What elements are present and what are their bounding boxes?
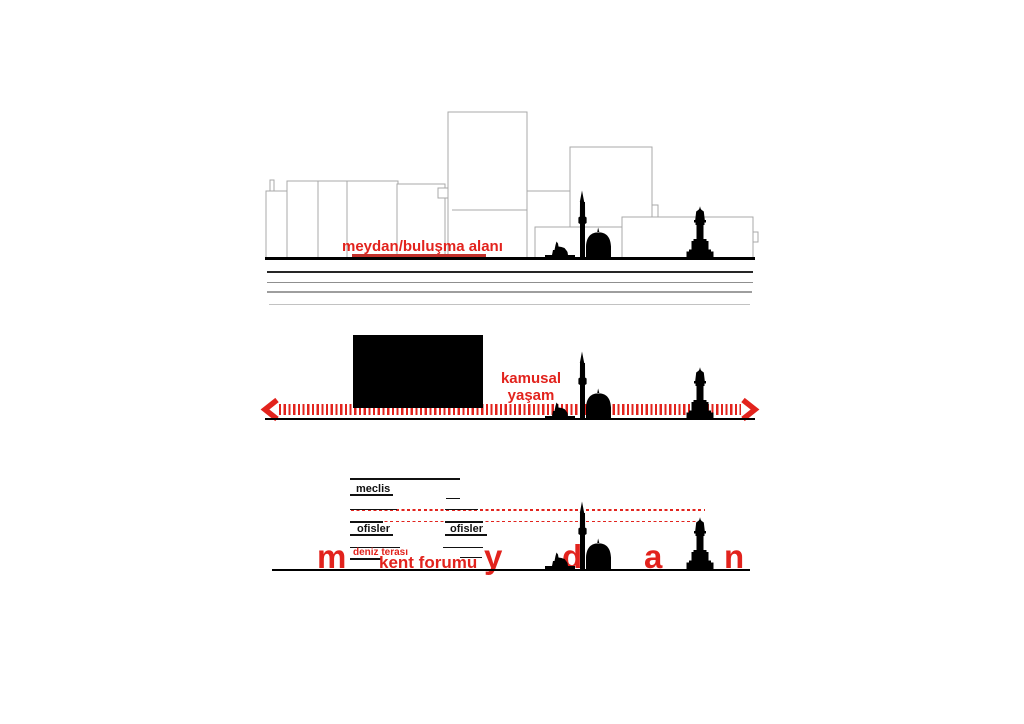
skyline-silhouette-middle bbox=[545, 351, 714, 420]
meydan-letter-a: a bbox=[644, 538, 663, 575]
floor-line bbox=[446, 497, 460, 500]
skyline-silhouette-top bbox=[545, 190, 714, 259]
ground-line-bottom bbox=[272, 568, 750, 572]
building-outline bbox=[752, 231, 759, 243]
floor-line bbox=[350, 557, 382, 560]
meydan-letter-n: n bbox=[724, 538, 745, 575]
floor-line bbox=[350, 534, 393, 537]
arrow-right-icon bbox=[741, 397, 760, 422]
floor-line bbox=[443, 546, 483, 549]
height-reference-dashed-line-2 bbox=[351, 520, 700, 523]
meydan-letter-m: m bbox=[317, 538, 347, 575]
street-line-4 bbox=[269, 303, 750, 306]
floor-line bbox=[350, 520, 383, 523]
ground-line-top bbox=[265, 257, 755, 260]
statue-silhouette bbox=[545, 241, 575, 259]
floor-line bbox=[445, 534, 487, 537]
street-line-2 bbox=[267, 281, 753, 284]
red-underline bbox=[352, 253, 486, 257]
building-outline bbox=[447, 111, 528, 260]
floor-line bbox=[445, 508, 478, 511]
floor-line bbox=[350, 478, 460, 481]
label-meclis: meclis bbox=[356, 482, 391, 495]
floor-line bbox=[350, 508, 397, 511]
building-outline bbox=[396, 183, 446, 260]
arrow-left-icon bbox=[260, 397, 279, 422]
street-line-3 bbox=[267, 290, 752, 293]
solid-building-block bbox=[353, 335, 483, 408]
floor-line bbox=[445, 520, 483, 523]
middle-label-line1: kamusal bbox=[500, 370, 562, 387]
label-ofisler-left: ofisler bbox=[357, 522, 391, 535]
label-kent-forumu: kent forumu bbox=[379, 553, 478, 572]
clock-tower-silhouette bbox=[686, 206, 714, 259]
floor-line bbox=[350, 546, 400, 549]
street-line-1 bbox=[267, 270, 753, 273]
skyline-silhouette-bottom bbox=[545, 501, 714, 570]
label-ofisler-right: ofisler bbox=[450, 522, 484, 535]
floor-line bbox=[460, 556, 482, 559]
middle-label-line2: yaşam bbox=[507, 386, 555, 404]
meydan-letter-y: y bbox=[484, 538, 503, 575]
middle-section-label: kamusal yaşam bbox=[491, 370, 571, 404]
building-outline bbox=[265, 190, 289, 260]
floor-line bbox=[350, 494, 393, 497]
building-outline bbox=[286, 180, 399, 260]
top-section-label: meydan/buluşma alanı bbox=[342, 238, 503, 255]
mosque-silhouette bbox=[578, 190, 611, 259]
ground-line-middle bbox=[265, 418, 755, 421]
label-deniz-terasi: deniz terası bbox=[353, 546, 409, 558]
height-reference-dashed-line-1 bbox=[351, 509, 705, 511]
building-outline bbox=[269, 179, 275, 193]
public-life-dashed-band bbox=[279, 404, 741, 415]
